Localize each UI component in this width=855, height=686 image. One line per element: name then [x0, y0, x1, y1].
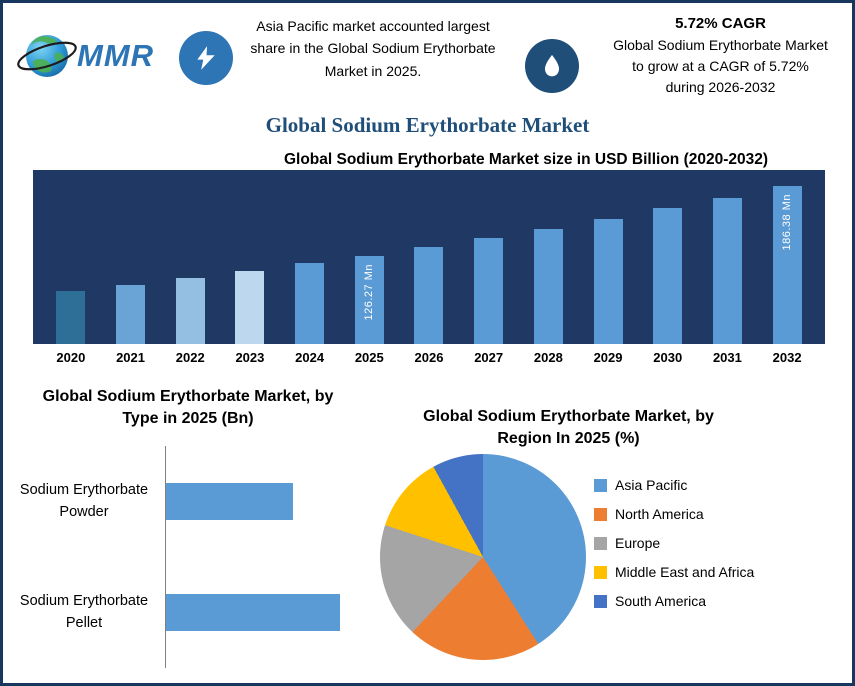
flame-badge: [525, 39, 579, 93]
bar: [235, 270, 265, 344]
type-bar: [165, 483, 293, 520]
bar-slot-2024: [280, 170, 340, 344]
bar-value-label: 126.27 Mn: [363, 263, 376, 321]
legend-item: Asia Pacific: [594, 477, 754, 493]
region-chart-title: Global Sodium Erythorbate Market, by Reg…: [423, 408, 714, 447]
flame-icon: [544, 54, 560, 77]
highlight-note: Asia Pacific market accounted largest sh…: [250, 18, 496, 79]
type-chart-title: Global Sodium Erythorbate Market, by Typ…: [42, 388, 334, 427]
type-bar-track: [165, 446, 373, 557]
region-legend: Asia Pacific North America Europe Middle Ea…: [594, 477, 754, 622]
legend-swatch: [594, 536, 607, 550]
bar-slot-2026: [399, 170, 459, 344]
region-pie-chart: [380, 454, 586, 660]
bar-label-wrap: 186.38 Mn: [773, 194, 802, 250]
bar-label-wrap: 126.27 Mn: [355, 264, 384, 320]
x-axis-label-2030: 2030: [653, 350, 683, 365]
bar: [712, 197, 742, 344]
legend-swatch: [594, 507, 607, 521]
legend-item: South America: [594, 593, 754, 609]
bar-slot-2027: [459, 170, 519, 344]
x-axis-label-2022: 2022: [175, 350, 205, 365]
bar: [533, 229, 563, 344]
x-axis-label-2028: 2028: [533, 350, 563, 365]
bar-value-label: 186.38 Mn: [781, 193, 794, 251]
market-size-chart-title: Global Sodium Erythorbate Market size in…: [283, 151, 769, 168]
bar: 186.38 Mn: [772, 185, 802, 344]
bar: [414, 247, 444, 344]
type-category-label: Sodium Erythorbate Pellet: [19, 592, 149, 631]
legend-swatch: [594, 478, 607, 492]
bar: [593, 219, 623, 344]
bar: [474, 238, 504, 344]
legend-label: South America: [615, 593, 707, 609]
bar-slot-2021: [101, 170, 161, 344]
bar: [175, 278, 205, 344]
x-axis-label-2026: 2026: [414, 350, 444, 365]
globe-icon: [17, 35, 77, 77]
x-axis-label-2027: 2027: [474, 350, 504, 365]
bar-slot-2032: 186.38 Mn: [757, 170, 817, 344]
bar: [653, 208, 683, 344]
type-bar: [165, 594, 340, 631]
lightning-badge: [179, 31, 233, 85]
type-bar-chart: Sodium Erythorbate Powder Sodium Erythorb…: [13, 446, 373, 668]
legend-label: Europe: [615, 535, 661, 551]
x-axis-label-2029: 2029: [593, 350, 623, 365]
type-bar-track: [165, 557, 373, 668]
bar: [56, 291, 86, 344]
bar-slot-2029: [578, 170, 638, 344]
market-size-bar-chart: 126.27 Mn 186.38 Mn: [33, 170, 825, 344]
cagr-value: 5.72% CAGR: [675, 15, 766, 32]
type-category-label: Sodium Erythorbate Powder: [19, 481, 149, 520]
bar-slot-2025: 126.27 Mn: [339, 170, 399, 344]
bar-slot-2020: [41, 170, 101, 344]
mmr-logo: MMR: [17, 27, 154, 85]
x-axis-label-2024: 2024: [295, 350, 325, 365]
legend-label: Asia Pacific: [615, 477, 688, 493]
legend-label: North America: [615, 506, 704, 522]
bar-slot-2031: [698, 170, 758, 344]
type-chart-axis: [165, 446, 166, 668]
x-axis-label-2023: 2023: [235, 350, 265, 365]
legend-label: Middle East and Africa: [615, 564, 755, 580]
x-axis-label-2032: 2032: [772, 350, 802, 365]
cagr-block: 5.72% CAGR Global Sodium Erythorbate Mar…: [613, 15, 828, 98]
bar: 126.27 Mn: [354, 255, 384, 344]
bar-slot-2022: [160, 170, 220, 344]
bar-slot-2030: [638, 170, 698, 344]
x-axis-label-2020: 2020: [56, 350, 86, 365]
legend-item: Europe: [594, 535, 754, 551]
x-axis-label-2031: 2031: [712, 350, 742, 365]
lightning-icon: [197, 46, 215, 70]
type-row: Sodium Erythorbate Pellet: [13, 557, 373, 668]
legend-item: Middle East and Africa: [594, 564, 754, 580]
bar-slot-2028: [519, 170, 579, 344]
x-axis-label-2025: 2025: [354, 350, 384, 365]
bar-slot-2023: [220, 170, 280, 344]
bar: [295, 263, 325, 344]
cagr-note: Global Sodium Erythorbate Market to grow…: [613, 37, 828, 95]
x-axis-label-2021: 2021: [116, 350, 145, 365]
page-title: Global Sodium Erythorbate Market: [265, 113, 590, 137]
type-row: Sodium Erythorbate Powder: [13, 446, 373, 557]
legend-item: North America: [594, 506, 754, 522]
legend-swatch: [594, 565, 607, 579]
logo-text: MMR: [77, 38, 155, 73]
legend-swatch: [594, 594, 607, 608]
market-size-x-axis: 2020 2021 2022 2023 2024 2025 2026 2027 2028 2029…: [33, 350, 825, 365]
bar: [116, 284, 146, 344]
